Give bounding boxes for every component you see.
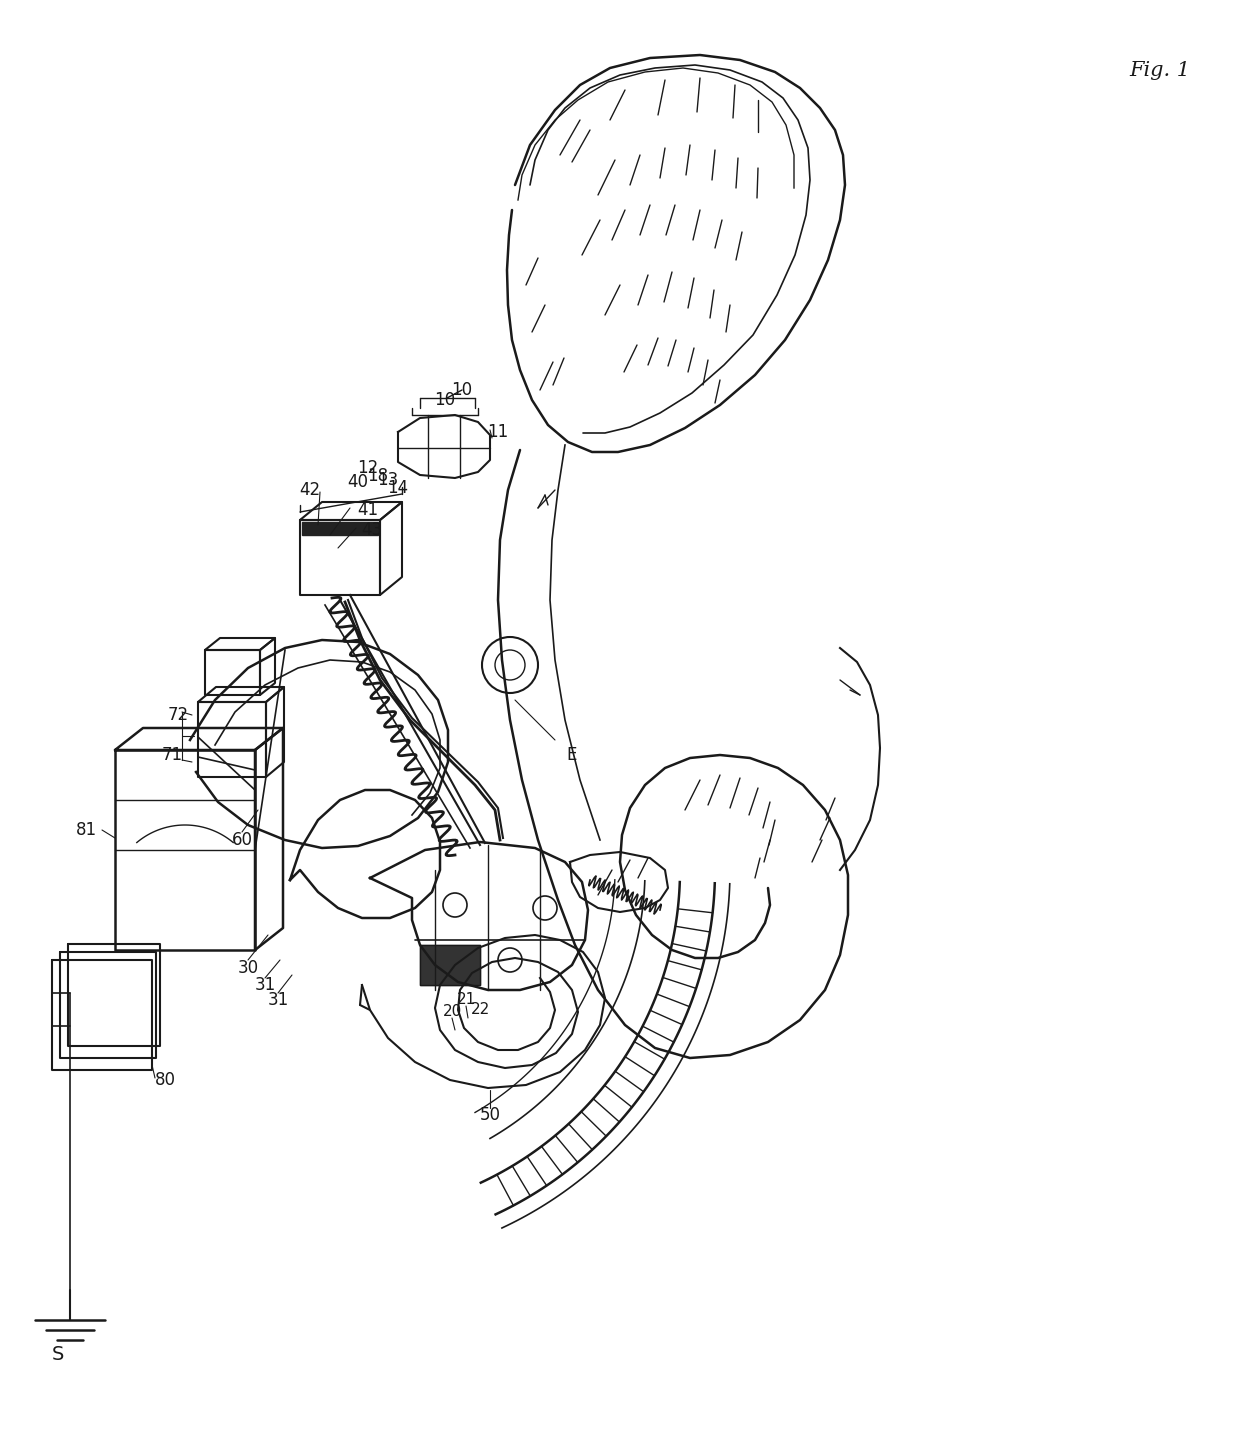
Text: 80: 80	[155, 1070, 176, 1089]
Text: 60: 60	[232, 831, 253, 849]
Text: 43: 43	[361, 521, 383, 539]
Text: 13: 13	[377, 471, 398, 489]
Text: 40: 40	[347, 474, 368, 491]
Polygon shape	[303, 522, 378, 535]
Text: Fig. 1: Fig. 1	[1130, 60, 1190, 80]
Text: S: S	[52, 1345, 64, 1365]
Polygon shape	[420, 944, 480, 985]
Text: 12: 12	[357, 459, 378, 477]
Text: 10: 10	[434, 391, 455, 409]
Text: 11: 11	[487, 424, 508, 441]
Text: 81: 81	[76, 821, 97, 839]
Text: 10: 10	[451, 381, 472, 399]
Text: 31: 31	[254, 976, 275, 995]
Text: 50: 50	[480, 1106, 501, 1123]
Text: 18: 18	[367, 467, 388, 485]
Text: E: E	[567, 746, 577, 764]
Text: 22: 22	[470, 1003, 490, 1017]
Text: 21: 21	[456, 993, 476, 1007]
Text: 31: 31	[268, 992, 289, 1009]
Text: 20: 20	[443, 1005, 461, 1019]
Text: 30: 30	[237, 959, 259, 977]
Text: 41: 41	[357, 501, 378, 519]
Text: 72: 72	[167, 705, 188, 724]
Text: 14: 14	[387, 479, 408, 497]
Text: 71: 71	[161, 746, 182, 764]
Text: 42: 42	[299, 481, 321, 499]
